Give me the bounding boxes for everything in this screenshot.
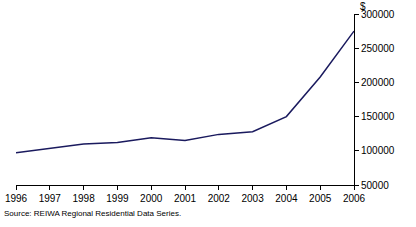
svg-text:150000: 150000 [361, 111, 395, 122]
svg-text:1999: 1999 [106, 193, 129, 204]
svg-text:300000: 300000 [361, 9, 395, 20]
svg-text:200000: 200000 [361, 77, 395, 88]
svg-text:50000: 50000 [361, 180, 389, 191]
svg-text:2004: 2004 [275, 193, 298, 204]
svg-text:2006: 2006 [343, 193, 366, 204]
svg-text:2003: 2003 [241, 193, 264, 204]
svg-text:1996: 1996 [5, 193, 28, 204]
svg-text:250000: 250000 [361, 43, 395, 54]
svg-text:$: $ [360, 1, 366, 12]
svg-text:1998: 1998 [72, 193, 95, 204]
svg-text:100000: 100000 [361, 145, 395, 156]
svg-text:1997: 1997 [39, 193, 62, 204]
svg-text:2000: 2000 [140, 193, 163, 204]
svg-text:2005: 2005 [309, 193, 332, 204]
svg-text:2001: 2001 [174, 193, 197, 204]
svg-text:2002: 2002 [208, 193, 231, 204]
svg-text:Source: REIWA Regional Residen: Source: REIWA Regional Residential Data … [4, 209, 181, 218]
